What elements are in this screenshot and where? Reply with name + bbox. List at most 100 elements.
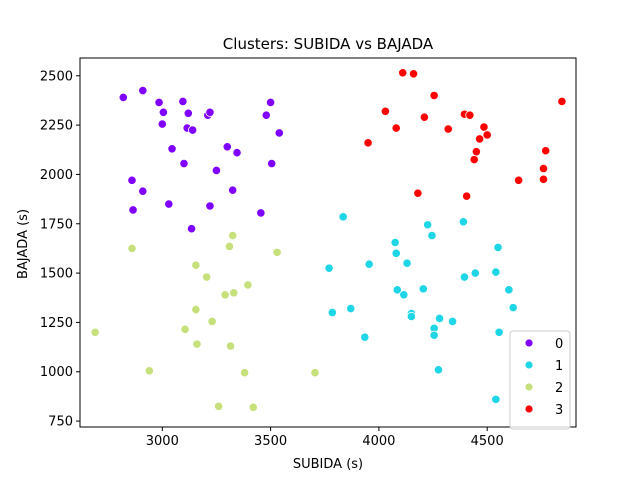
data-point	[390, 237, 400, 248]
legend-marker	[524, 360, 534, 370]
data-point	[514, 175, 524, 185]
data-point	[274, 128, 284, 138]
x-tick-label: 4000	[362, 434, 395, 449]
series-2	[90, 230, 320, 412]
data-point	[138, 186, 148, 196]
series-1	[324, 212, 518, 404]
data-point	[364, 259, 374, 269]
data-point	[211, 165, 222, 176]
data-point	[310, 368, 320, 378]
data-point	[232, 148, 242, 158]
data-point	[240, 368, 250, 378]
data-point	[458, 217, 468, 227]
data-point	[248, 402, 258, 412]
data-point	[360, 332, 370, 342]
data-point	[267, 158, 277, 169]
x-axis: 3000 3500 4000 4500	[146, 427, 504, 449]
data-point	[191, 304, 201, 315]
data-point	[434, 313, 445, 324]
data-point	[154, 97, 164, 107]
data-point	[207, 316, 217, 327]
data-point	[186, 224, 197, 234]
data-point	[557, 96, 567, 107]
data-point	[471, 147, 481, 157]
data-point	[224, 241, 235, 252]
series-0	[118, 85, 284, 234]
legend-label: 1	[555, 359, 563, 374]
x-tick-label: 4500	[471, 434, 504, 449]
data-point	[541, 146, 551, 156]
y-axis-label: BAJADA (s)	[16, 209, 31, 279]
data-point	[380, 106, 390, 116]
x-tick-label: 3000	[146, 434, 179, 449]
data-point	[243, 280, 253, 290]
data-point	[419, 112, 429, 122]
data-point	[392, 285, 402, 295]
plot-area	[79, 57, 577, 428]
data-point	[266, 97, 276, 107]
data-point	[429, 90, 439, 101]
data-point	[406, 311, 416, 322]
data-point	[465, 110, 475, 120]
data-point	[491, 394, 501, 404]
data-point	[538, 174, 549, 184]
data-point	[144, 366, 154, 376]
data-point	[327, 307, 337, 318]
data-point	[127, 175, 137, 185]
data-point	[179, 158, 189, 169]
data-point	[402, 258, 412, 268]
data-point	[222, 142, 232, 152]
data-point	[220, 290, 230, 300]
legend-label: 2	[555, 381, 563, 396]
legend-marker	[524, 404, 534, 414]
data-point	[127, 243, 137, 254]
x-tick-label: 3500	[254, 434, 287, 449]
x-axis-label: SUBIDA (s)	[293, 457, 363, 472]
data-point	[229, 288, 239, 298]
legend-label: 3	[555, 403, 563, 418]
y-tick-label: 750	[48, 415, 73, 430]
data-point	[192, 339, 202, 349]
data-point	[470, 268, 480, 278]
data-point	[508, 303, 518, 313]
data-point	[188, 125, 198, 135]
data-point	[167, 144, 177, 154]
data-point	[427, 230, 437, 241]
data-point	[225, 341, 236, 351]
y-tick-label: 2000	[40, 168, 73, 183]
data-point	[191, 260, 201, 270]
legend-marker	[524, 382, 534, 392]
data-point	[338, 212, 348, 222]
data-point	[491, 267, 501, 277]
data-point	[228, 230, 238, 241]
plot-frame	[79, 57, 577, 428]
data-point	[138, 85, 148, 96]
data-point	[346, 304, 356, 314]
data-point	[398, 68, 408, 78]
data-point	[538, 163, 549, 174]
data-point	[90, 327, 100, 337]
data-point	[418, 284, 428, 294]
data-point	[180, 324, 190, 334]
data-point	[391, 248, 401, 258]
legend-marker	[524, 338, 534, 348]
data-point	[256, 208, 266, 218]
data-point	[433, 365, 444, 375]
legend-box	[509, 330, 571, 430]
data-point	[479, 122, 489, 132]
legend: 0 1 2 3	[509, 330, 571, 430]
data-point	[423, 220, 433, 230]
data-point	[202, 272, 212, 282]
data-point	[157, 119, 167, 129]
data-point	[158, 107, 168, 117]
data-point	[413, 188, 423, 198]
data-point	[493, 242, 503, 253]
data-point	[228, 185, 238, 195]
data-point	[469, 155, 479, 165]
data-point	[183, 108, 193, 118]
data-point	[408, 69, 419, 79]
data-point	[272, 247, 282, 257]
y-tick-label: 1000	[40, 365, 73, 380]
data-point	[164, 199, 174, 209]
data-point	[324, 263, 334, 273]
